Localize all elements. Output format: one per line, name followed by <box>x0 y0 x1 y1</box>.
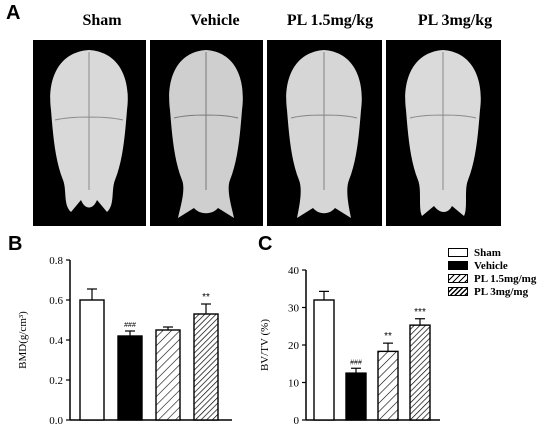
bar-pl-3mg-mg <box>409 324 431 421</box>
y-tick-label: 30 <box>288 303 300 315</box>
significance-mark: *** <box>414 307 426 318</box>
y-tick-label: 20 <box>288 340 300 352</box>
bar-sham <box>313 299 335 421</box>
significance-mark: ** <box>202 292 210 303</box>
legend-swatch-sham <box>448 248 468 257</box>
bar-sham <box>79 299 105 421</box>
y-tick-label: 40 <box>288 265 300 277</box>
legend-label: Sham <box>474 246 501 259</box>
skull-image-vehicle <box>150 40 263 226</box>
legend-label: PL 1.5mg/mg <box>474 272 537 285</box>
significance-mark: ** <box>384 331 392 342</box>
y-tick-label: 0.2 <box>49 375 63 387</box>
legend: Sham Vehicle PL 1.5mg/mg PL 3mg/mg <box>448 246 536 298</box>
legend-swatch-pl-3 <box>448 287 468 296</box>
y-tick-label: 0.8 <box>49 255 63 267</box>
panel-letter-a: A <box>6 2 21 24</box>
skull-image-pl-3 <box>386 40 501 226</box>
y-tick-label: 0.6 <box>49 295 63 307</box>
y-axis-label: BMD(g/cm³) <box>17 311 29 369</box>
y-tick-label: 0.4 <box>49 335 63 347</box>
group-label-sham: Sham <box>82 12 122 29</box>
bar-charts: B C 0.0 0.2 0.4 0.6 0.8 BMD(g/cm³) ### ** 0 10 20… <box>8 233 440 426</box>
bar-vehicle <box>117 335 143 421</box>
legend-item-pl-3: PL 3mg/mg <box>448 285 536 298</box>
group-label-vehicle: Vehicle <box>190 12 240 29</box>
panel-letter-b: B <box>8 233 22 255</box>
skull-image-pl-1-5 <box>267 40 382 226</box>
significance-mark: ### <box>124 322 136 329</box>
legend-label: PL 3mg/mg <box>474 285 529 298</box>
legend-item-pl-1-5: PL 1.5mg/mg <box>448 272 536 285</box>
significance-mark: ### <box>350 359 362 366</box>
legend-item-sham: Sham <box>448 246 536 259</box>
bar-pl-1-5mg-mg <box>377 350 399 421</box>
group-label-pl-3: PL 3mg/kg <box>417 12 493 29</box>
skull-image-sham <box>33 40 146 226</box>
panel-letter-c: C <box>258 233 272 255</box>
bar-pl-1-5mg-mg <box>155 329 181 421</box>
y-axis-label: BV/TV (%) <box>259 319 271 371</box>
group-label-pl-1-5: PL 1.5mg/kg <box>286 12 374 29</box>
bar-vehicle <box>345 372 367 421</box>
y-tick-label: 0 <box>294 415 300 426</box>
legend-label: Vehicle <box>474 259 508 272</box>
legend-item-vehicle: Vehicle <box>448 259 536 272</box>
legend-swatch-pl-1-5 <box>448 274 468 283</box>
y-tick-label: 10 <box>288 378 300 390</box>
panel-b-chart: 0.0 0.2 0.4 0.6 0.8 BMD(g/cm³) ### ** <box>17 255 232 426</box>
legend-swatch-vehicle <box>448 261 468 270</box>
y-tick-label: 0.0 <box>49 415 63 426</box>
bar-pl-3mg-mg <box>193 313 219 421</box>
